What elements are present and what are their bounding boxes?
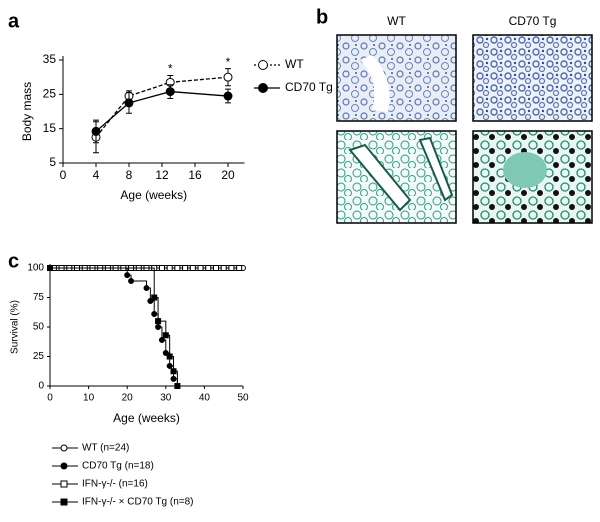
- marker: [158, 336, 165, 343]
- y-tick-label: 75: [33, 292, 45, 303]
- marker: [166, 362, 173, 369]
- column-label: CD70 Tg: [509, 14, 557, 28]
- infiltrate: [503, 152, 547, 188]
- x-tick-label: 20: [122, 393, 134, 404]
- marker: [166, 353, 173, 360]
- marker: [60, 498, 68, 506]
- marker: [158, 265, 165, 271]
- marker: [189, 265, 196, 271]
- marker: [223, 72, 233, 82]
- annotation: *: [168, 62, 173, 76]
- y-tick-label: 0: [38, 381, 44, 392]
- marker: [258, 83, 268, 93]
- x-tick-label: 20: [221, 168, 235, 182]
- histology-image: [336, 34, 457, 122]
- marker: [205, 265, 212, 271]
- marker: [151, 294, 158, 301]
- marker: [60, 444, 68, 452]
- marker: [223, 91, 233, 101]
- legend-label: WT: [285, 57, 304, 71]
- marker: [212, 265, 219, 271]
- marker: [258, 60, 268, 70]
- panel-label: c: [8, 250, 19, 272]
- marker: [236, 265, 243, 271]
- y-tick-label: 35: [43, 52, 57, 66]
- y-axis-label: Body mass: [20, 82, 34, 141]
- x-tick-label: 4: [93, 168, 100, 182]
- marker: [155, 318, 162, 325]
- marker: [174, 265, 181, 271]
- y-tick-label: 15: [43, 121, 57, 135]
- marker: [155, 324, 162, 330]
- legend-label: IFN-γ-/- (n=16): [82, 479, 148, 490]
- marker: [128, 277, 135, 284]
- y-tick-label: 25: [43, 87, 57, 101]
- marker: [174, 383, 181, 389]
- y-axis-label: Survival (%): [10, 300, 21, 354]
- legend-label: CD70 Tg: [285, 80, 333, 94]
- x-tick-label: 0: [60, 168, 67, 182]
- marker: [151, 311, 158, 318]
- x-tick-label: 12: [155, 168, 169, 182]
- y-tick-label: 5: [49, 155, 56, 169]
- x-tick-label: 30: [160, 393, 172, 404]
- legend-label: IFN-γ-/- × CD70 Tg (n=8): [82, 497, 194, 508]
- marker: [60, 480, 68, 488]
- marker: [143, 285, 150, 292]
- marker: [124, 98, 134, 108]
- marker: [197, 265, 204, 271]
- marker: [220, 265, 227, 271]
- y-tick-label: 25: [33, 351, 45, 362]
- marker: [47, 265, 53, 271]
- y-tick-label: 50: [33, 322, 45, 333]
- marker: [228, 265, 235, 271]
- marker: [162, 332, 169, 339]
- series-line: [95, 76, 229, 138]
- panel-label: a: [8, 10, 20, 32]
- annotation: *: [226, 55, 231, 69]
- legend-label: WT (n=24): [82, 443, 129, 454]
- column-label: WT: [387, 14, 406, 28]
- marker: [165, 87, 175, 97]
- x-tick-label: 0: [47, 393, 53, 404]
- x-tick-label: 50: [237, 393, 249, 404]
- airway: [348, 136, 454, 212]
- marker: [60, 462, 68, 470]
- marker: [170, 368, 177, 375]
- series-line: [95, 90, 229, 132]
- marker: [91, 126, 101, 136]
- marker: [182, 265, 189, 271]
- x-tick-label: 10: [83, 393, 95, 404]
- x-axis-label: Age (weeks): [120, 188, 187, 202]
- panel-label: b: [316, 6, 328, 28]
- x-tick-label: 16: [188, 168, 202, 182]
- marker: [124, 272, 131, 279]
- marker: [170, 375, 177, 382]
- panel-b-images: [336, 34, 593, 224]
- x-tick-label: 8: [126, 168, 133, 182]
- marker: [166, 265, 173, 271]
- x-tick-label: 40: [199, 393, 211, 404]
- x-axis-label: Age (weeks): [113, 411, 180, 425]
- legend-label: CD70 Tg (n=18): [82, 461, 154, 472]
- histology-image: [472, 34, 593, 122]
- y-tick-label: 100: [27, 263, 44, 274]
- airway: [360, 55, 390, 112]
